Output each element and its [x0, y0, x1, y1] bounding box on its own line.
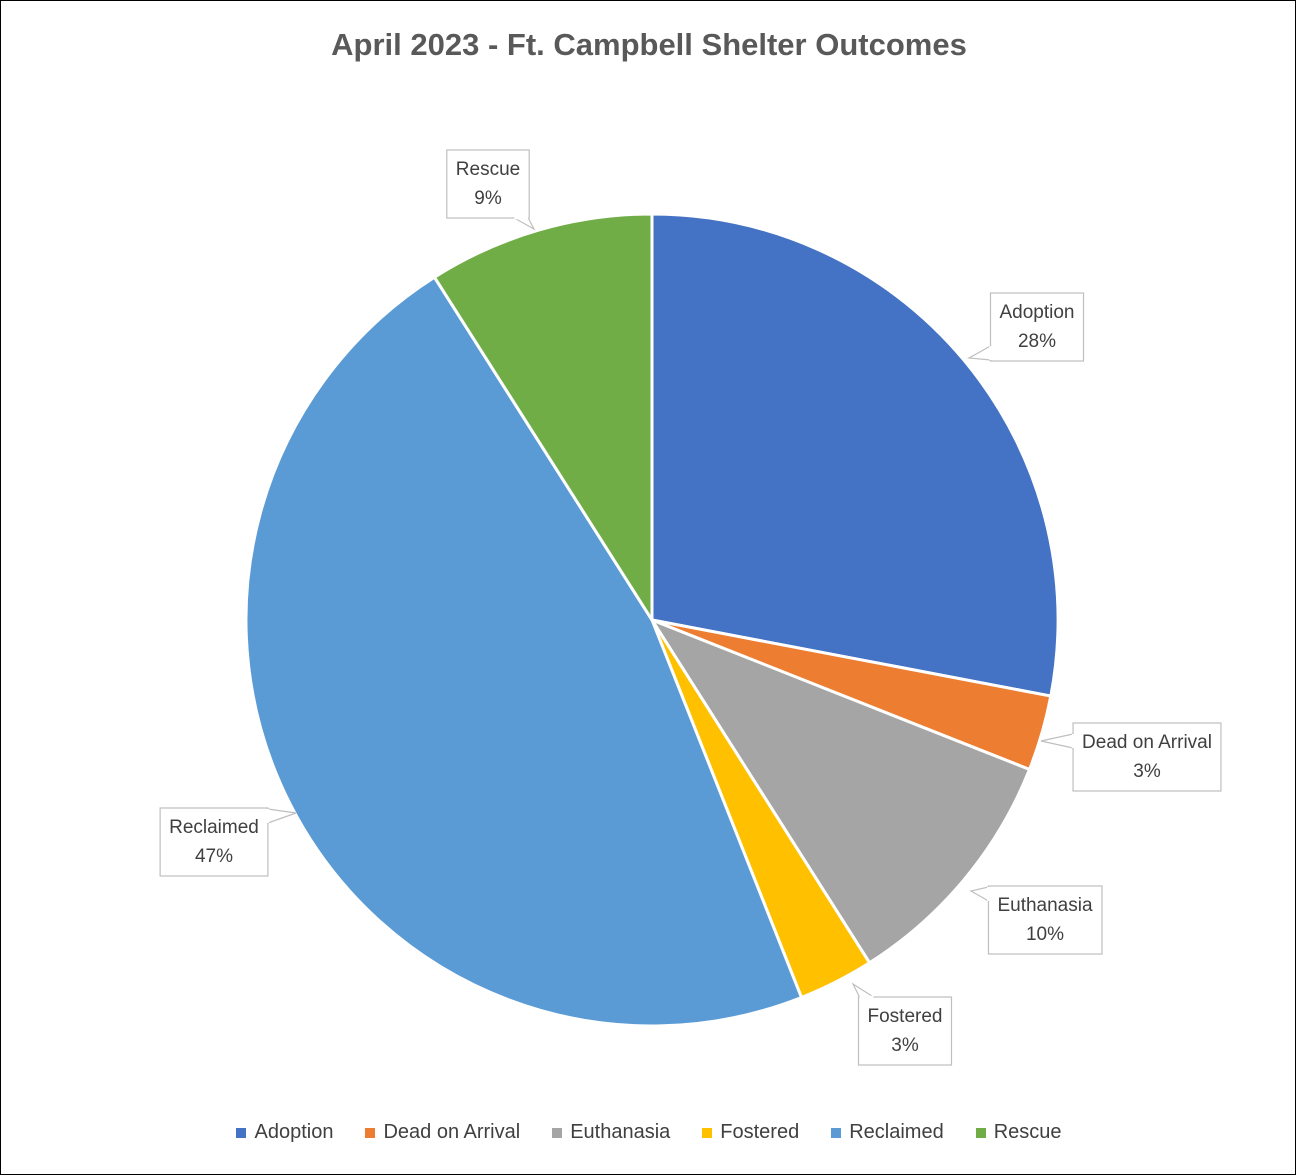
legend-item-reclaimed: Reclaimed — [831, 1121, 944, 1144]
legend-label: Fostered — [720, 1121, 800, 1143]
data-label-dead-on-arrival: Dead on Arrival 3% — [1040, 722, 1222, 792]
data-label-pointer — [1040, 733, 1074, 749]
data-label-adoption: Adoption 28% — [967, 292, 1085, 362]
data-label-box — [159, 807, 269, 877]
data-label-box — [446, 149, 530, 219]
pie-slice-adoption — [650, 212, 1060, 698]
data-label-reclaimed: Reclaimed 47% — [159, 807, 297, 877]
pie-slice-euthanasia — [648, 616, 1032, 965]
data-label-category: Reclaimed — [169, 817, 259, 838]
legend-label: Euthanasia — [570, 1121, 671, 1143]
legend-label: Rescue — [993, 1121, 1062, 1143]
data-label-value: 47% — [195, 846, 233, 867]
data-label-pointer — [969, 886, 990, 903]
data-label-euthanasia: Euthanasia 10% — [969, 885, 1103, 955]
data-label-pointer — [851, 982, 876, 998]
legend-item-dead-on-arrival: Dead on Arrival — [365, 1121, 520, 1144]
data-label-box — [987, 885, 1103, 955]
data-label-category: Fostered — [868, 1006, 943, 1027]
data-label-category: Rescue — [456, 159, 520, 180]
legend-swatch — [702, 1127, 713, 1138]
legend-item-euthanasia: Euthanasia — [552, 1121, 670, 1144]
data-label-category: Dead on Arrival — [1082, 732, 1212, 753]
data-label-value: 9% — [474, 188, 502, 209]
legend-label: Adoption — [254, 1121, 334, 1143]
legend-label: Reclaimed — [849, 1121, 944, 1143]
data-label-pointer — [267, 808, 297, 824]
chart-legend: Adoption Dead on Arrival Euthanasia Fostere… — [1, 1121, 1296, 1144]
legend-swatch — [831, 1127, 842, 1138]
data-label-value: 28% — [1018, 331, 1056, 352]
data-label-box — [989, 292, 1085, 362]
pie-slice-rescue — [432, 212, 654, 626]
data-label-pointer — [967, 344, 992, 361]
legend-swatch — [365, 1127, 376, 1138]
data-label-category: Euthanasia — [997, 895, 1093, 916]
pie-slice-reclaimed — [244, 275, 804, 1028]
data-label-pointer — [511, 217, 536, 231]
legend-swatch — [975, 1127, 986, 1138]
data-label-box — [1072, 722, 1222, 792]
legend-item-fostered: Fostered — [702, 1121, 799, 1144]
data-label-value: 3% — [1133, 761, 1161, 782]
data-label-category: Adoption — [999, 302, 1074, 323]
legend-item-rescue: Rescue — [975, 1121, 1062, 1144]
data-label-fostered: Fostered 3% — [851, 982, 953, 1066]
chart-title: April 2023 - Ft. Campbell Shelter Outcom… — [331, 27, 967, 62]
legend-label: Dead on Arrival — [383, 1121, 521, 1143]
legend-swatch — [236, 1127, 247, 1138]
data-label-box — [857, 996, 953, 1066]
data-label-value: 3% — [891, 1035, 919, 1056]
legend-item-adoption: Adoption — [236, 1121, 333, 1144]
data-label-rescue: Rescue 9% — [446, 149, 536, 231]
data-label-value: 10% — [1026, 924, 1064, 945]
legend-swatch — [552, 1127, 563, 1138]
